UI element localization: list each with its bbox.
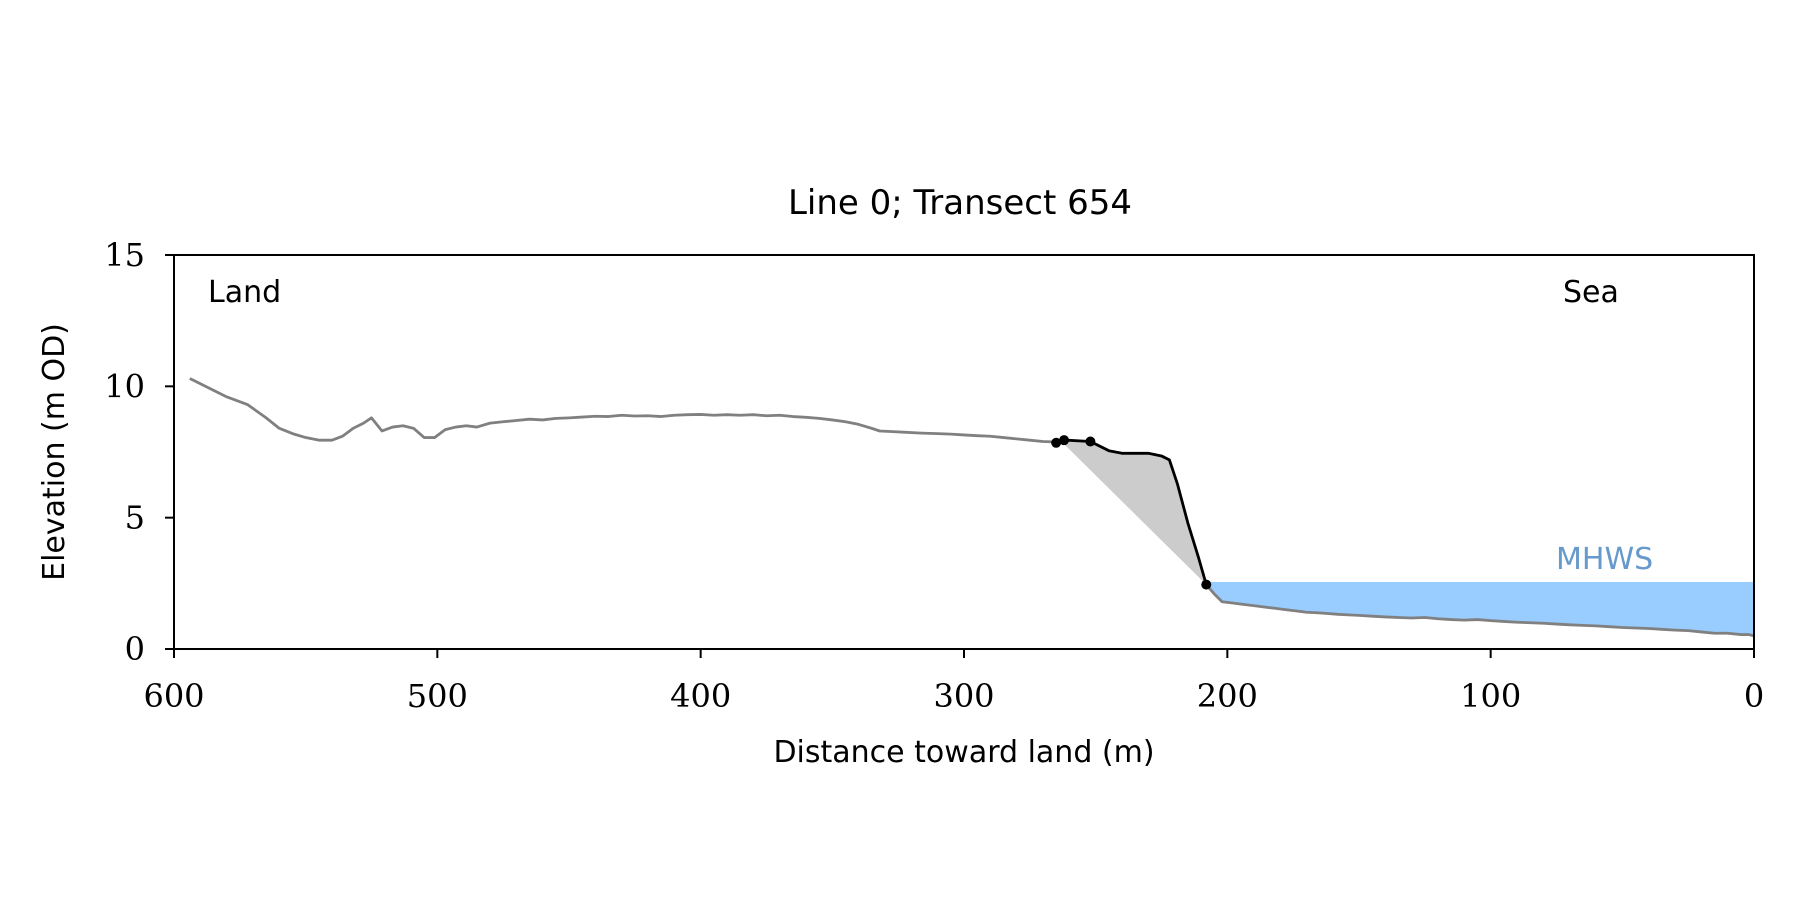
y-tick-label: 10 — [104, 367, 145, 405]
x-tick-label: 200 — [1197, 677, 1258, 715]
y-tick-label: 15 — [104, 236, 145, 274]
seabed-profile-line — [1205, 583, 1755, 638]
x-tick-label: 600 — [143, 677, 204, 715]
x-tick-label: 400 — [670, 677, 731, 715]
x-axis-label: Distance toward land (m) — [773, 735, 1154, 770]
sea-label: Sea — [1563, 275, 1619, 310]
x-tick-label: 500 — [407, 677, 468, 715]
x-tick-label: 300 — [933, 677, 994, 715]
mhws-label: MHWS — [1556, 542, 1653, 577]
land-profile-line — [189, 377, 1057, 444]
mhws-water-fill — [1206, 582, 1754, 636]
y-tick-label: 5 — [125, 499, 145, 537]
cliff-marker — [1059, 435, 1070, 446]
cliff-wedge-fill — [1061, 440, 1207, 585]
plot-area — [189, 377, 1755, 638]
cliff-marker — [1201, 579, 1212, 590]
x-axis-ticks: 600 500 400 300 200 100 0 — [143, 649, 1764, 715]
y-axis-label: Elevation (m OD) — [37, 323, 72, 581]
chart-title: Line 0; Transect 654 — [788, 183, 1132, 223]
cliff-line — [1055, 438, 1208, 586]
x-tick-label: 0 — [1744, 677, 1764, 715]
cliff-marker — [1051, 437, 1062, 448]
y-axis-ticks: 0 5 10 15 — [104, 236, 174, 668]
land-label: Land — [208, 275, 281, 310]
x-tick-label: 100 — [1460, 677, 1521, 715]
cliff-marker — [1085, 436, 1096, 447]
y-tick-label: 0 — [125, 630, 145, 668]
